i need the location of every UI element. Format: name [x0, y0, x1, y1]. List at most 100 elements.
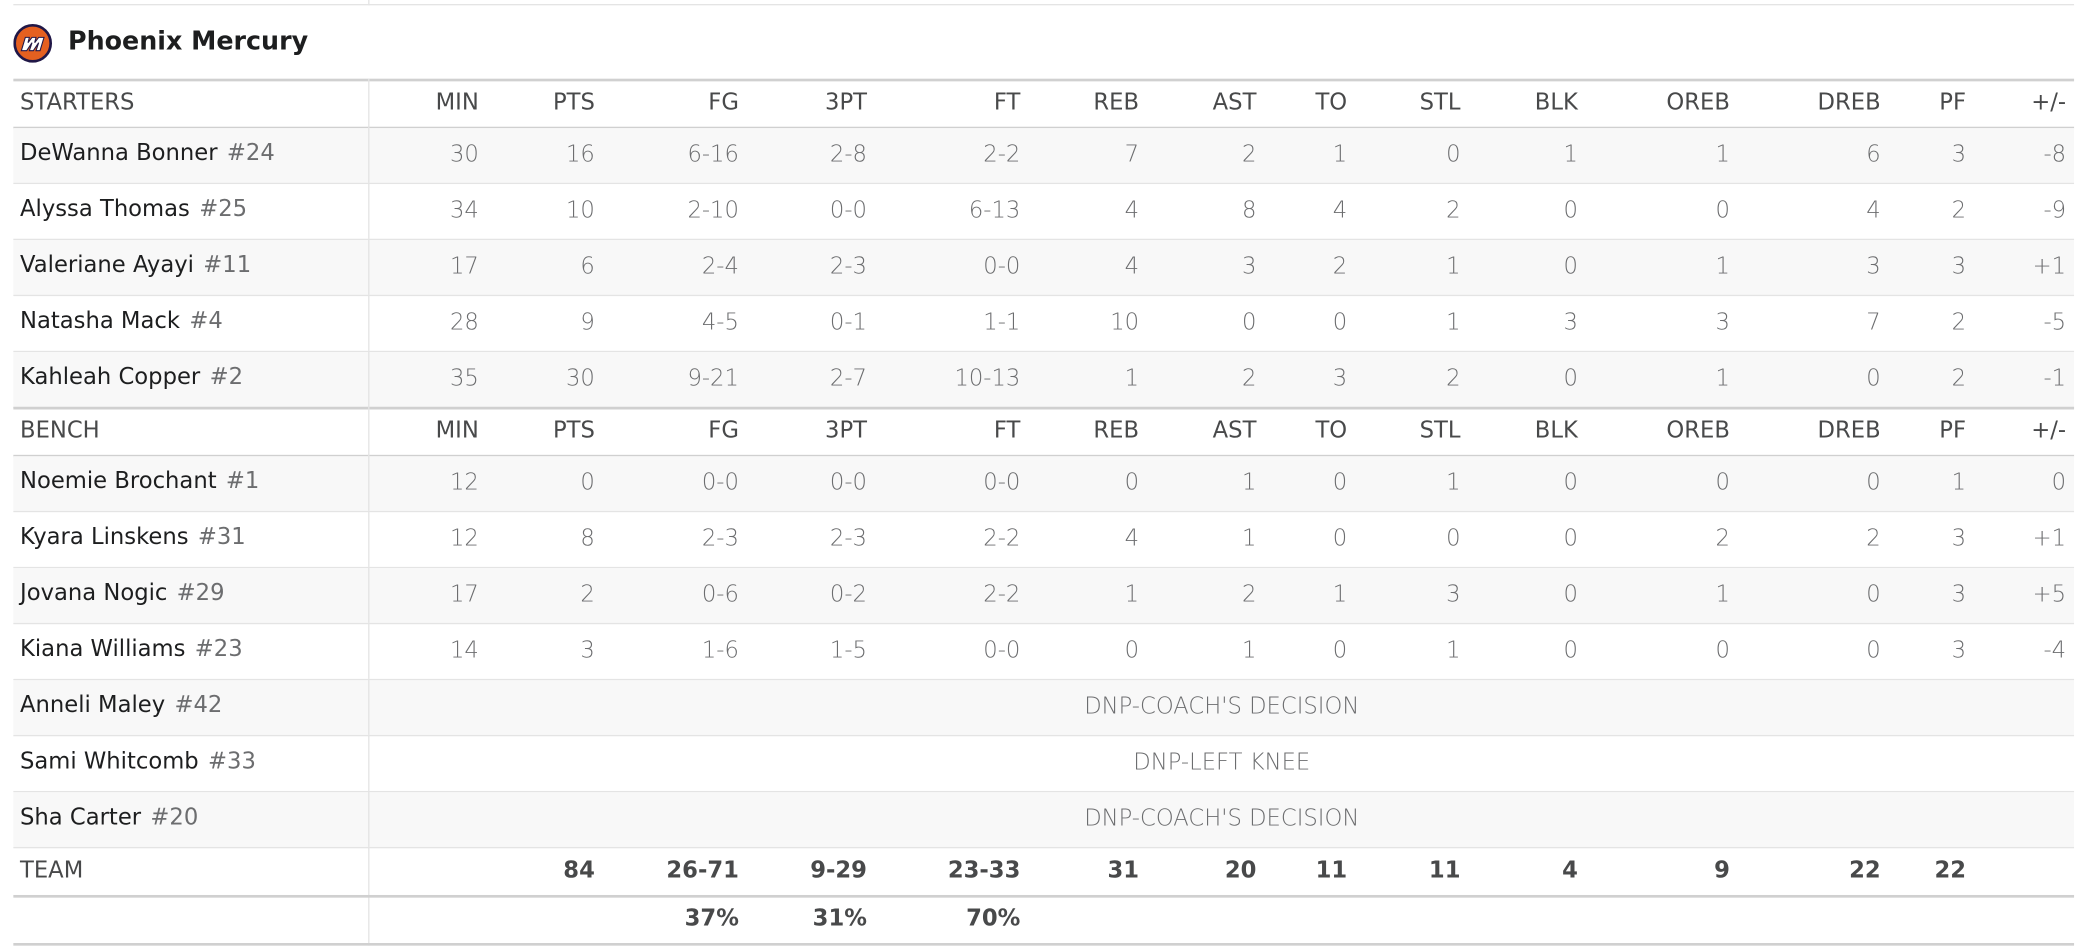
stat-cell: 10 [566, 197, 595, 225]
column-header: BLK [1534, 417, 1578, 445]
stat-cell: 2-2 [983, 525, 1021, 553]
player: Alyssa Thomas #25 [20, 196, 247, 223]
stat-cell: 3 [1951, 141, 1967, 169]
column-divider [368, 790, 370, 847]
stat-cell: 6 [1866, 141, 1881, 169]
column-header: +/- [2031, 89, 2067, 117]
player: Kiana Williams #23 [20, 636, 243, 663]
stat-cell: 1-6 [701, 637, 739, 665]
player: Jovana Nogic #29 [20, 580, 225, 607]
team-total: 9-29 [810, 857, 867, 885]
stat-cell: 9-21 [687, 365, 739, 393]
player: Noemie Brochant #1 [20, 468, 259, 495]
player: Anneli Maley #42 [20, 692, 222, 719]
player-number: #4 [189, 308, 223, 335]
player: DeWanna Bonner #24 [20, 140, 275, 167]
row-stripe [13, 568, 2075, 623]
team-total: 11 [1315, 857, 1348, 885]
player-number: #29 [176, 580, 225, 607]
stat-cell: 4 [1124, 525, 1140, 553]
stat-cell: -5 [2043, 309, 2067, 337]
player-name: Anneli Maley [20, 692, 166, 719]
stat-cell: 2-2 [983, 141, 1021, 169]
stat-cell: 1 [1446, 469, 1461, 497]
stat-cell: 3 [1715, 309, 1730, 337]
team-percentage: 70% [966, 905, 1021, 933]
column-divider [368, 350, 370, 407]
header-border [13, 78, 2075, 82]
dnp-note: DNP-COACH'S DECISION [1084, 805, 1360, 833]
stat-cell: +1 [2032, 525, 2067, 553]
section-label: STARTERS [20, 89, 135, 117]
player-name: Jovana Nogic [20, 580, 168, 607]
team-total: 9 [1714, 857, 1730, 885]
stat-cell: 0-6 [701, 581, 739, 609]
stat-cell: 17 [449, 581, 479, 609]
player: Natasha Mack #4 [20, 308, 223, 335]
stat-cell: +1 [2032, 253, 2067, 281]
column-header: AST [1212, 417, 1257, 445]
dnp-note: DNP-COACH'S DECISION [1084, 693, 1360, 721]
player-number: #24 [226, 140, 275, 167]
team-title: Phoenix Mercury [68, 26, 309, 57]
player-name: DeWanna Bonner [20, 140, 218, 167]
column-header: OREB [1666, 89, 1730, 117]
stat-cell: 0-0 [829, 197, 867, 225]
dnp-note: DNP-LEFT KNEE [1133, 749, 1311, 777]
stat-cell: 30 [449, 141, 479, 169]
team-total: 26-71 [666, 857, 739, 885]
column-header: DREB [1817, 417, 1881, 445]
stat-cell: 7 [1866, 309, 1881, 337]
stat-cell: 2-3 [829, 253, 867, 281]
row-stripe [13, 352, 2075, 407]
stat-cell: 2 [1951, 365, 1967, 393]
stat-cell: 6 [580, 253, 595, 281]
column-header: PF [1939, 89, 1967, 117]
column-header: 3PT [825, 417, 867, 445]
player-number: #33 [208, 748, 256, 775]
stat-cell: 1 [1446, 637, 1461, 665]
stat-cell: 1-5 [829, 637, 867, 665]
stat-cell: 10 [1110, 309, 1140, 337]
column-divider [368, 78, 370, 127]
stat-cell: 0 [1866, 469, 1881, 497]
stat-cell: 0 [1446, 141, 1461, 169]
stat-cell: 1 [1563, 141, 1578, 169]
column-divider [368, 238, 370, 295]
stat-cell: 0 [1332, 637, 1348, 665]
stat-cell: 0 [1563, 253, 1578, 281]
player-name: Noemie Brochant [20, 468, 217, 495]
player-name: Valeriane Ayayi [20, 252, 194, 279]
player-number: #1 [225, 468, 260, 495]
player-number: #42 [174, 692, 223, 719]
column-header: DREB [1817, 89, 1881, 117]
stat-cell: 0 [1241, 309, 1257, 337]
column-divider [368, 622, 370, 679]
stat-cell: 0 [1563, 197, 1578, 225]
stat-cell: 0-0 [983, 253, 1021, 281]
column-header: PTS [552, 89, 595, 117]
stat-cell: 2 [1866, 525, 1881, 553]
stat-cell: 3 [1241, 253, 1257, 281]
stat-cell: 3 [1951, 525, 1967, 553]
totals-border [13, 894, 2075, 898]
row-border [13, 566, 2075, 569]
stat-cell: 12 [449, 525, 479, 553]
column-divider [368, 126, 370, 183]
player: Sami Whitcomb #33 [20, 748, 256, 775]
row-border [13, 846, 2075, 849]
player-number: #11 [203, 252, 252, 279]
column-header: FT [993, 417, 1021, 445]
stat-cell: 0-1 [829, 309, 867, 337]
stat-cell: 0 [1332, 525, 1348, 553]
stat-cell: 6-13 [968, 197, 1021, 225]
team-logo [13, 24, 53, 63]
row-stripe [13, 680, 2075, 735]
player-name: Kahleah Copper [20, 364, 201, 391]
team-label: TEAM [20, 857, 84, 885]
stat-cell: 1 [1124, 581, 1140, 609]
column-divider [368, 510, 370, 567]
stat-cell: 0-0 [983, 637, 1021, 665]
stat-cell: 1 [1241, 637, 1257, 665]
